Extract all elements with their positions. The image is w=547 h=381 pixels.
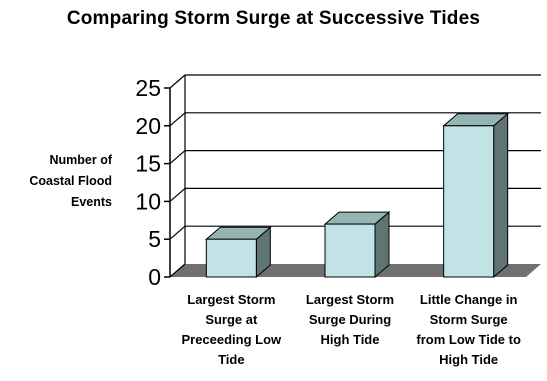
x-category-label-line: High Tide — [320, 332, 380, 347]
x-category-label-line: from Low Tide to — [416, 332, 521, 347]
bar — [442, 112, 510, 279]
y-axis-label-line: Coastal Flood — [29, 174, 112, 188]
x-category-label: Largest Storm Surge During High Tide — [288, 290, 412, 350]
x-category-label-line: High Tide — [439, 352, 499, 367]
side-wall-gridline — [169, 150, 186, 165]
x-category-label-line: Surge at — [205, 312, 258, 327]
x-category-label-line: Surge During — [308, 312, 392, 327]
bar-front — [205, 238, 257, 278]
bar-front — [443, 125, 495, 278]
bar — [323, 210, 391, 279]
y-tick-label: 15 — [135, 151, 161, 177]
x-category-label-line: Storm Surge — [429, 312, 508, 327]
side-wall-gridline — [169, 225, 186, 240]
y-tick-label: 25 — [135, 75, 161, 101]
side-wall-gridline — [169, 74, 186, 89]
y-axis-label-line: Events — [71, 195, 112, 209]
x-category-label-line: Preceeding Low — [181, 332, 282, 347]
y-tick-label: 0 — [148, 264, 161, 290]
y-tick-label: 5 — [148, 226, 161, 252]
x-category-label: Little Change in Storm Surge from Low Tide… — [407, 290, 531, 370]
x-category-label: Largest Storm Surge at Preceeding Low Tide — [169, 290, 293, 370]
side-wall-gridline — [169, 263, 186, 278]
x-category-label-line: Little Change in — [419, 292, 518, 307]
bar-front — [324, 223, 376, 278]
chart-title: Comparing Storm Surge at Successive Tide… — [66, 8, 481, 29]
side-wall-gridline — [169, 187, 186, 202]
x-category-label-line: Largest Storm — [187, 292, 276, 307]
y-axis-label: Number of Coastal Flood Events — [2, 150, 112, 213]
bar-side — [493, 112, 509, 279]
y-axis-label-line: Number of — [49, 153, 113, 167]
y-tick-label: 20 — [135, 113, 161, 139]
y-axis: 0 5 10 15 20 25 — [135, 75, 171, 290]
bar — [204, 226, 272, 279]
x-category-label-line: Largest Storm — [305, 292, 395, 307]
x-category-label-line: Tide — [218, 352, 245, 367]
y-tick-label: 10 — [135, 188, 161, 214]
side-wall-gridline — [169, 112, 186, 127]
bars — [204, 112, 510, 279]
